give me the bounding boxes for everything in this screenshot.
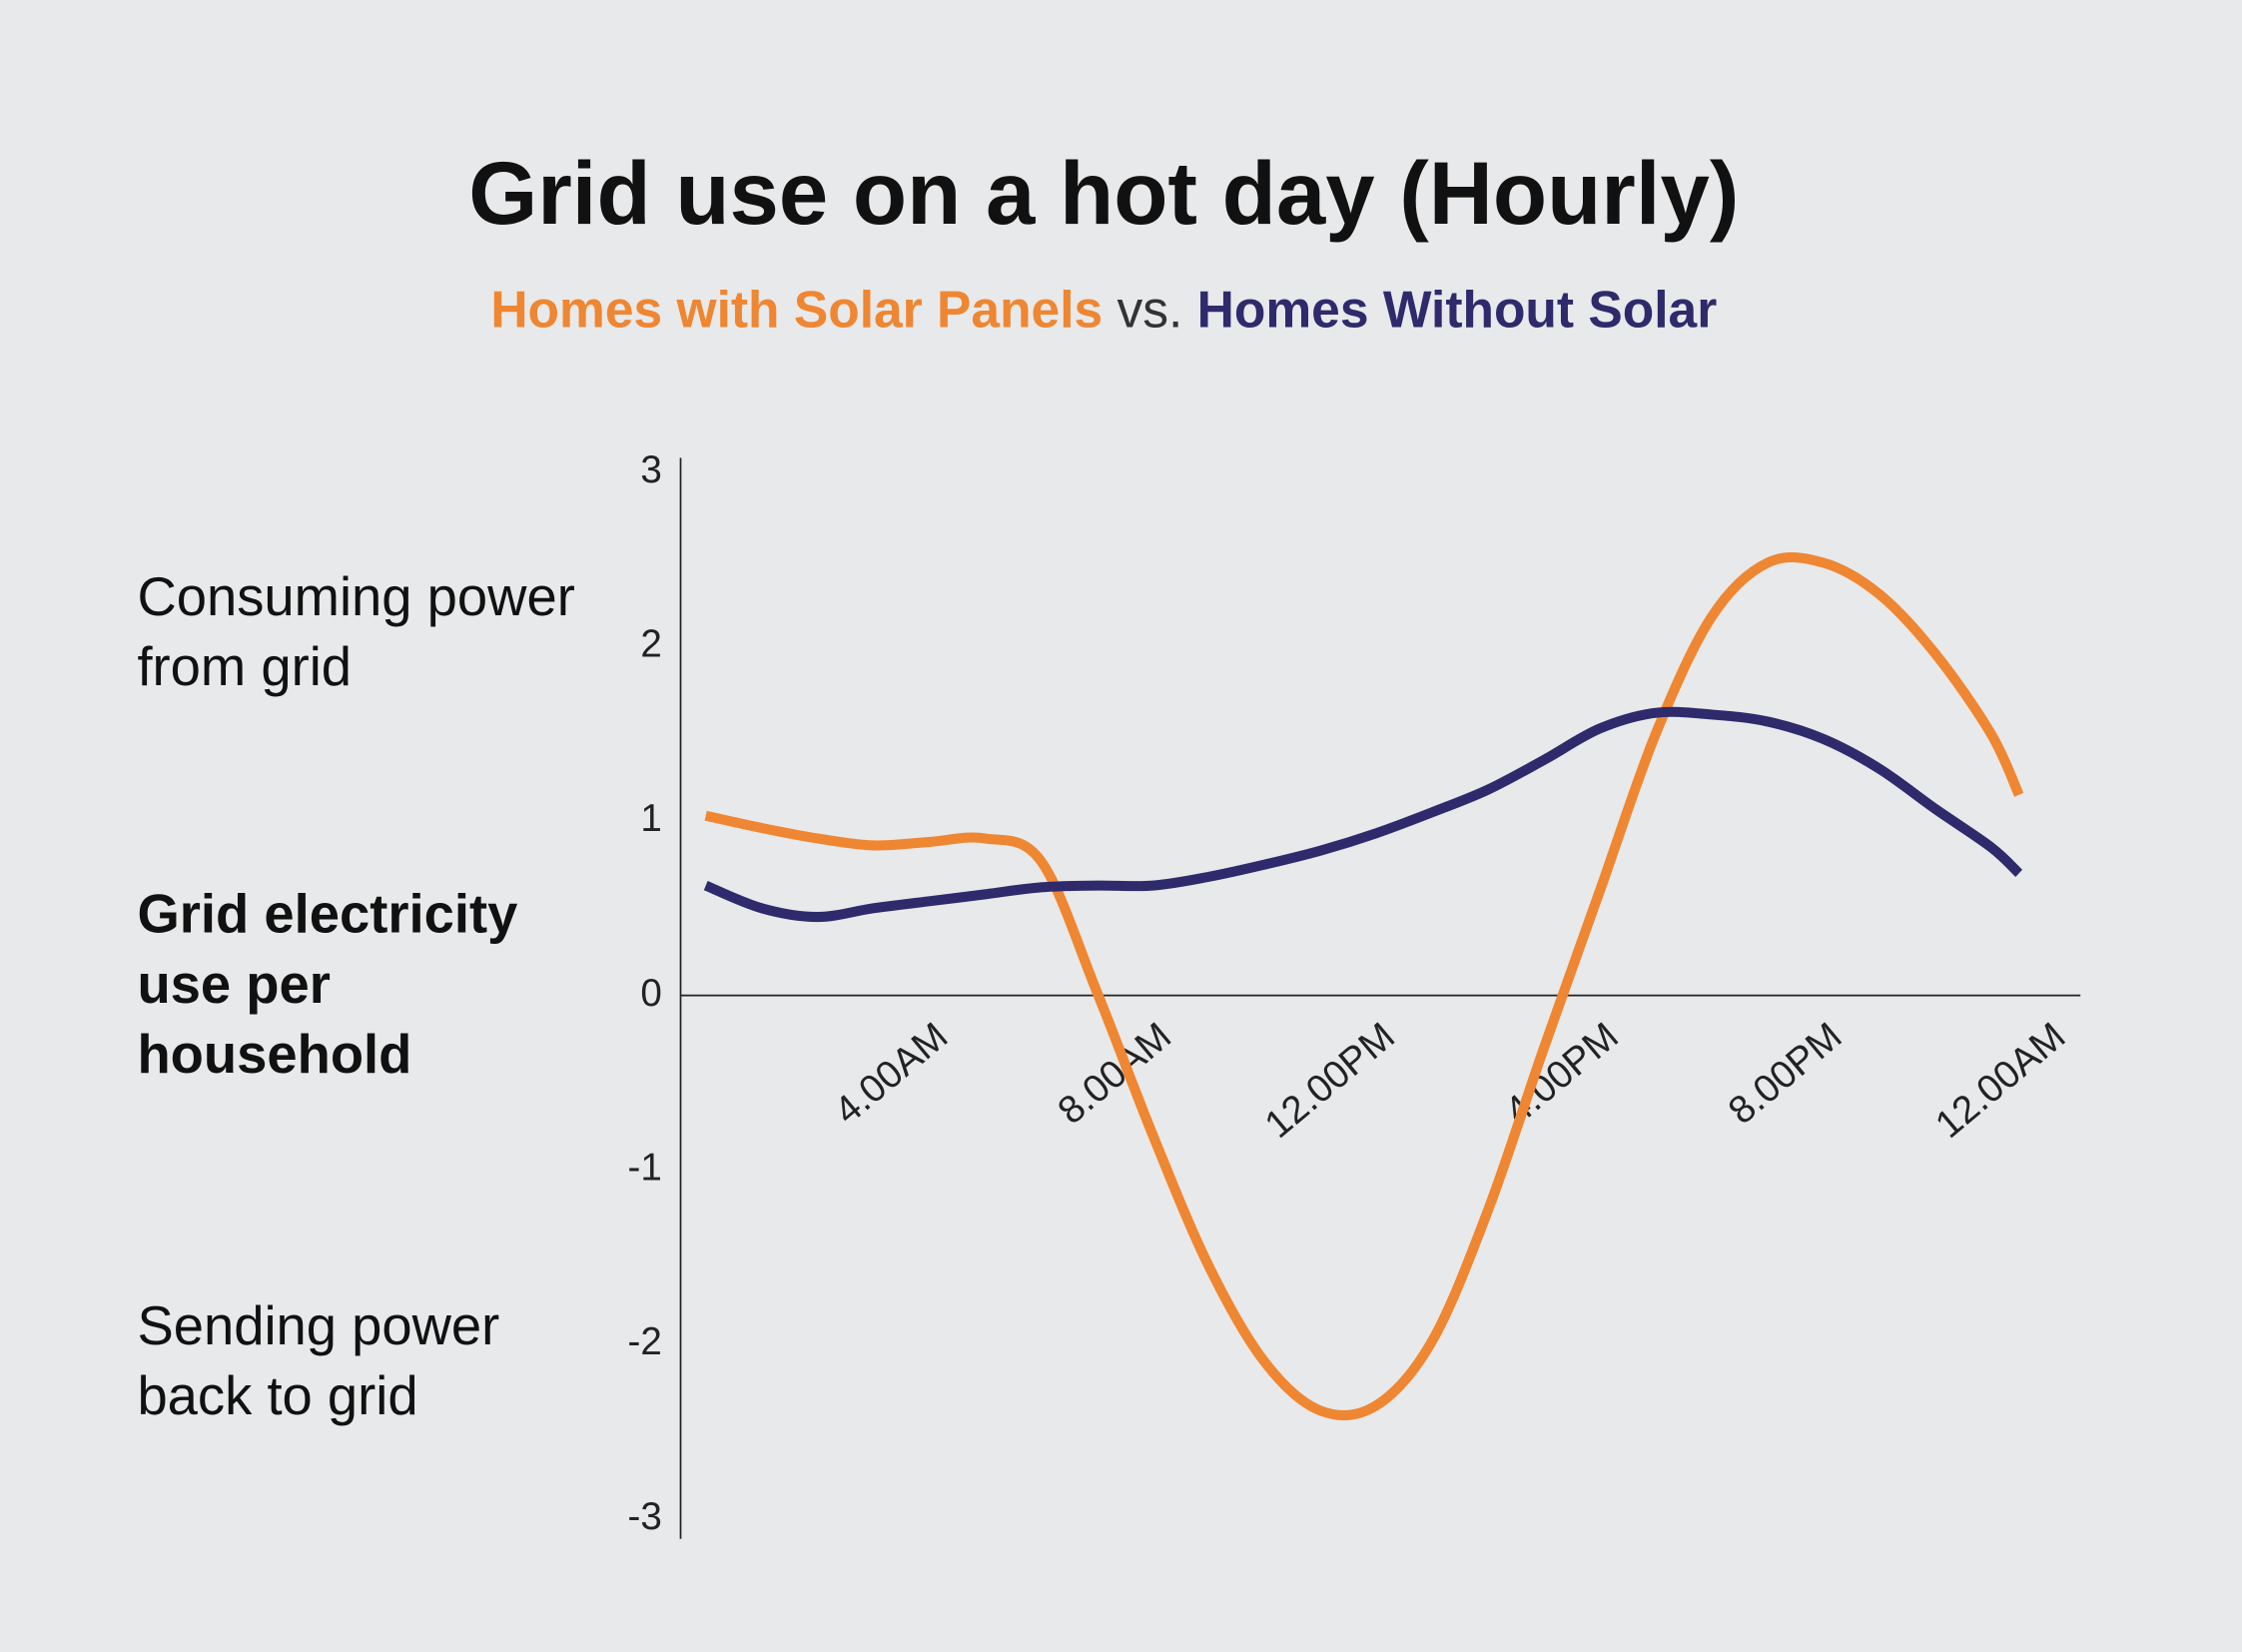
series-line [704,552,2024,1421]
legend-entry: Homes with Solar Panels [490,280,1103,338]
series-line [703,706,2023,923]
annotation: back to grid [137,1365,417,1426]
annotation: use per [137,954,330,1015]
y-tick-label: -1 [628,1147,662,1190]
y-tick-label: 2 [640,623,662,666]
annotation: Consuming power [137,566,574,627]
chart-subtitle: Homes with Solar Panels vs. Homes Without … [490,280,1717,338]
y-tick-label: 1 [640,797,662,840]
y-tick-label: 3 [640,448,662,491]
y-tick-label: -2 [628,1320,662,1363]
subtitle-joiner: vs. [1118,280,1183,338]
annotation: from grid [137,636,352,697]
annotation: Grid electricity [137,884,517,945]
chart-title: Grid use on a hot day (Hourly) [468,144,1739,243]
legend-entry: Homes Without Solar [1197,280,1718,338]
y-tick-label: -3 [628,1495,662,1538]
annotation: household [137,1024,411,1085]
annotation: Sending power [137,1295,499,1356]
y-tick-label: 0 [640,972,662,1015]
